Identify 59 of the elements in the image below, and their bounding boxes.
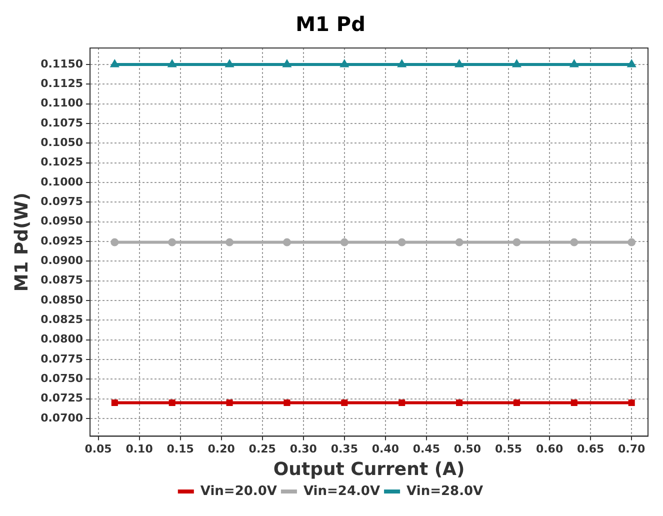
y-tick-label: 0.1150 [40, 57, 84, 70]
x-tick-label: 0.25 [248, 442, 276, 456]
x-tick-label: 0.65 [576, 442, 604, 456]
y-tick-label: 0.0850 [40, 293, 84, 306]
legend-label: Vin=20.0V [200, 484, 277, 499]
legend-label: Vin=28.0V [406, 484, 484, 499]
y-tick-label: 0.0875 [40, 274, 84, 287]
y-tick-label: 0.0775 [40, 352, 84, 366]
point [570, 400, 578, 406]
point [284, 400, 290, 406]
y-tick-label: 0.0750 [40, 372, 84, 386]
x-tick-label: 0.20 [208, 442, 236, 456]
x-tick-label: 0.10 [126, 442, 154, 456]
x-tick-label: 0.70 [618, 442, 646, 456]
point [340, 238, 348, 246]
y-axis-title: M1 Pd(W) [11, 192, 32, 292]
y-tick-label: 0.0950 [40, 214, 84, 228]
x-tick-label: 0.60 [536, 442, 564, 456]
y-tick-label: 0.0900 [40, 254, 84, 268]
point [168, 238, 176, 246]
point [226, 400, 233, 406]
point [512, 238, 521, 246]
point [226, 238, 234, 246]
y-tick-label: 0.0700 [40, 411, 84, 424]
x-tick-label: 0.15 [166, 442, 194, 456]
y-tick-label: 0.1125 [40, 77, 84, 90]
point [282, 238, 291, 246]
y-tick-label: 0.1000 [40, 175, 84, 188]
x-tick-label: 0.05 [84, 442, 112, 456]
point [398, 400, 406, 406]
x-tick-label: 0.45 [412, 442, 440, 456]
y-tick-label: 0.1025 [40, 156, 84, 169]
y-tick-label: 0.1100 [40, 96, 84, 110]
y-tick-label: 0.1050 [40, 136, 84, 150]
x-tick-label: 0.35 [330, 442, 358, 456]
x-axis-title: Output Current (A) [273, 458, 465, 480]
point [341, 400, 348, 406]
point [168, 400, 176, 406]
point [628, 400, 635, 406]
point [110, 238, 119, 246]
point [456, 400, 463, 406]
x-tick-label: 0.30 [290, 442, 318, 456]
y-tick-label: 0.0825 [40, 313, 84, 326]
x-tick-label: 0.50 [454, 442, 482, 456]
point [570, 238, 578, 246]
y-tick-label: 0.0800 [40, 332, 84, 346]
y-tick-label: 0.0725 [40, 392, 84, 405]
point [455, 238, 464, 246]
point [111, 400, 118, 406]
y-tick-label: 0.1075 [40, 116, 84, 130]
point [628, 238, 636, 246]
point [398, 238, 406, 246]
y-tick-label: 0.0925 [40, 234, 84, 248]
legend-label: Vin=24.0V [303, 484, 380, 499]
x-tick-label: 0.40 [372, 442, 400, 456]
x-tick-label: 0.55 [494, 442, 522, 456]
y-tick-label: 0.0975 [40, 195, 84, 208]
chart-title: M1 Pd [296, 12, 366, 36]
point [513, 400, 520, 406]
